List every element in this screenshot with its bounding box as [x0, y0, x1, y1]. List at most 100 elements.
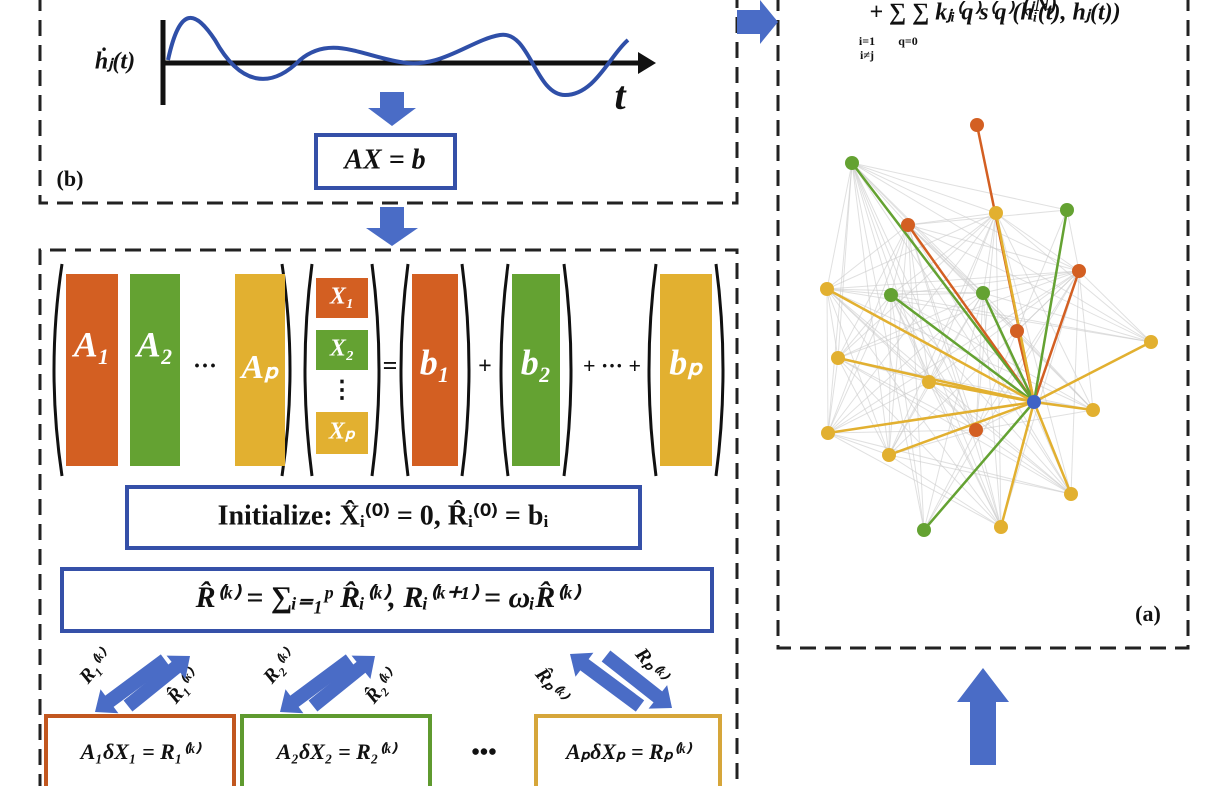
edge — [928, 212, 997, 383]
edge — [837, 357, 977, 431]
initialize: Initialize: X̂ᵢ⁽⁰⁾ = 0, R̂ᵢ⁽⁰⁾ = bᵢ — [218, 500, 549, 531]
edge — [995, 212, 1080, 272]
unknown-label: X₁ — [329, 284, 354, 310]
y-axis-label: ḣⱼ(t) — [95, 48, 135, 75]
edge — [851, 162, 930, 383]
edge — [907, 224, 1002, 528]
node — [917, 523, 931, 537]
bracket — [303, 263, 381, 477]
edge — [851, 162, 1035, 403]
residual-box — [60, 567, 714, 633]
arrow — [368, 92, 416, 126]
block — [316, 412, 368, 454]
edge — [982, 270, 1080, 294]
edge — [1078, 270, 1152, 343]
subproblem: A₁δX₁ = R₁⁽ᵏ⁾ — [79, 739, 202, 764]
plus: + ··· + — [583, 353, 641, 378]
axis-arrow — [638, 52, 656, 74]
node — [901, 218, 915, 232]
edge — [888, 381, 930, 456]
arrow — [601, 650, 672, 709]
block — [412, 274, 458, 466]
edge — [982, 292, 1152, 343]
edge — [890, 293, 1035, 404]
edge — [851, 162, 925, 531]
node — [845, 156, 859, 170]
edge — [982, 212, 997, 294]
edge — [826, 288, 1072, 495]
block — [130, 274, 180, 466]
block — [316, 278, 368, 318]
edge — [907, 224, 1072, 495]
subproblem-box — [534, 714, 722, 786]
edge — [994, 212, 1036, 403]
edge — [837, 212, 997, 359]
init-box — [125, 485, 642, 550]
block-label: A₁ — [72, 324, 111, 364]
edge — [826, 288, 930, 383]
edge — [923, 429, 977, 531]
edge — [907, 224, 925, 531]
sum-limit: i=1 — [859, 34, 875, 48]
rhs-label: b₂ — [521, 342, 552, 382]
edge — [837, 357, 1072, 495]
equation: AX = b — [342, 144, 425, 175]
x-axis-label: t — [614, 73, 627, 118]
edge — [982, 292, 1094, 411]
edge — [928, 381, 977, 431]
edge — [827, 292, 984, 434]
edge — [1033, 340, 1152, 404]
edge — [826, 224, 909, 290]
subproblem: A₂δX₂ = R₂⁽ᵏ⁾ — [275, 739, 398, 764]
arrow — [366, 207, 418, 246]
node — [970, 118, 984, 132]
edge — [1032, 270, 1081, 403]
edge — [888, 400, 1035, 457]
equation-box — [314, 133, 457, 190]
edge — [995, 212, 1072, 495]
dots: ⋮ — [330, 378, 354, 404]
block — [66, 274, 118, 466]
edge — [826, 288, 1152, 343]
edge — [1078, 270, 1094, 411]
bracket — [647, 263, 725, 477]
dots: ··· — [193, 354, 217, 380]
edge — [907, 212, 997, 226]
edge — [851, 162, 1002, 528]
node — [1086, 403, 1100, 417]
node — [989, 206, 1003, 220]
edge — [907, 209, 1068, 226]
subproblem-box — [44, 714, 236, 786]
edge — [975, 270, 1080, 431]
edge — [826, 288, 892, 296]
edge — [975, 429, 1002, 528]
edge — [923, 270, 1080, 531]
edge — [851, 162, 1152, 343]
edge — [888, 454, 1072, 495]
edge — [827, 381, 930, 434]
edge — [827, 224, 909, 434]
arrows — [95, 0, 1009, 765]
arrow — [95, 654, 170, 714]
edge — [826, 212, 997, 290]
edge — [888, 292, 984, 456]
edge — [928, 380, 1035, 404]
edge — [826, 288, 890, 456]
arrow — [737, 0, 778, 44]
residual: R̂⁽ᵏ⁾ = ∑ᵢ₌₁ᵖ R̂ᵢ⁽ᵏ⁾, Rᵢ⁽ᵏ⁺¹⁾ = ωᵢR̂⁽ᵏ⁾ — [195, 581, 582, 614]
bracket — [399, 263, 471, 477]
edge — [1032, 209, 1069, 403]
dots: ••• — [471, 740, 496, 766]
unknown-label: Xₚ — [328, 419, 356, 445]
edge — [837, 357, 1002, 528]
edge — [975, 212, 997, 431]
edge — [827, 270, 1080, 434]
edge — [827, 162, 853, 434]
edge — [826, 287, 1035, 404]
edge — [975, 409, 1094, 431]
edge — [827, 432, 1072, 495]
node — [882, 448, 896, 462]
signal — [166, 15, 630, 98]
edge — [851, 162, 892, 296]
